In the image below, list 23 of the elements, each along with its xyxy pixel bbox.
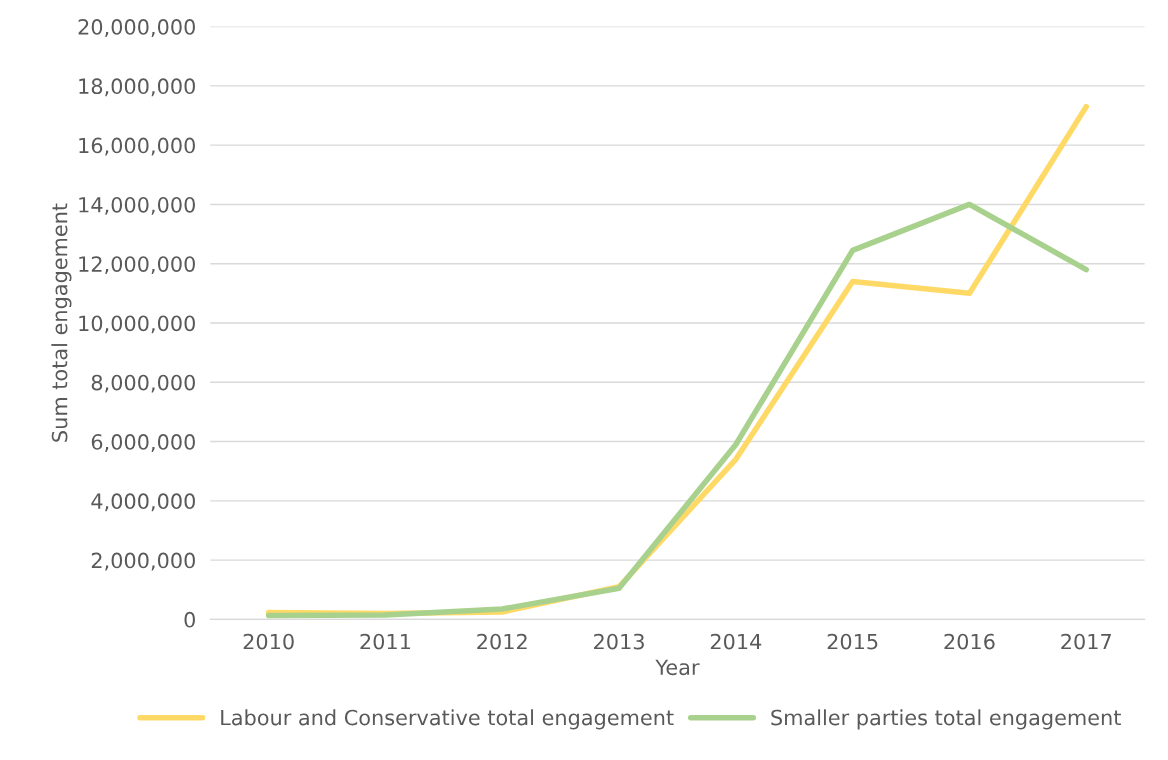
x-axis-title: Year	[655, 659, 700, 676]
x-tick-label: 2012	[477, 633, 527, 650]
y-tick-label: 14,000,000	[79, 196, 195, 215]
y-tick-label: 12,000,000	[79, 256, 195, 275]
y-tick-label: 6,000,000	[91, 434, 195, 452]
y-tick-label: 20,000,000	[78, 19, 195, 37]
y-tick-label: 8,000,000	[91, 374, 195, 393]
legend-label: Smaller parties total engagement	[771, 709, 1121, 730]
x-tick-label: 2017	[1061, 633, 1111, 650]
y-tick-label: 2,000,000	[91, 552, 195, 571]
y-axis-title: Sum total engagement	[51, 203, 72, 442]
x-tick-label: 2016	[944, 633, 995, 650]
y-tick-label: 4,000,000	[91, 493, 195, 512]
y-tick-label: 16,000,000	[79, 137, 195, 156]
x-tick-label: 2011	[360, 633, 411, 650]
y-tick-label: 10,000,000	[79, 315, 195, 334]
x-tick-label: 2015	[827, 633, 878, 650]
legend-label: Labour and Conservative total engagement	[221, 709, 674, 730]
x-tick-label: 2014	[710, 633, 762, 650]
y-tick-label: 0	[184, 611, 195, 628]
x-tick-label: 2010	[243, 633, 294, 650]
x-tick-label: 2013	[594, 633, 644, 650]
y-tick-label: 18,000,000	[79, 78, 195, 97]
